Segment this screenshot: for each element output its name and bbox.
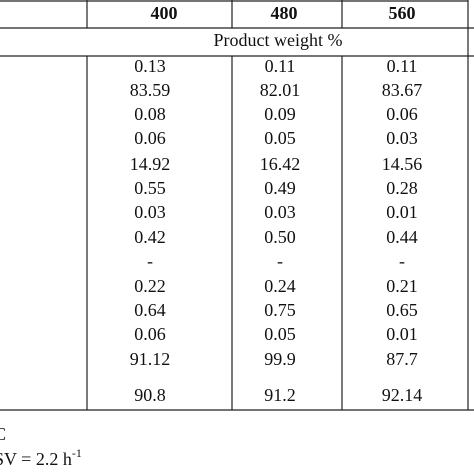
cell: 87.7 <box>386 349 418 369</box>
cell: 0.01 <box>386 202 418 222</box>
subheader: Product weight % <box>214 30 343 50</box>
cell: 0.01 <box>386 324 418 344</box>
cell: 0.05 <box>264 128 296 148</box>
cell: 0.55 <box>134 178 166 198</box>
cell: 0.03 <box>264 202 296 222</box>
cell: 0.06 <box>386 104 418 124</box>
cell: 82.01 <box>260 80 301 100</box>
cell: 14.56 <box>382 154 423 174</box>
footnote-text: C <box>0 424 6 444</box>
cell: 0.09 <box>264 104 296 124</box>
cell: 83.67 <box>382 80 423 100</box>
cell: 14.92 <box>130 154 171 174</box>
cell: - <box>147 251 153 271</box>
cell: 0.24 <box>264 276 296 296</box>
cell: 0.05 <box>264 324 296 344</box>
cell: 90.8 <box>134 385 166 405</box>
cell: 83.59 <box>130 80 171 100</box>
cell: 0.50 <box>264 227 296 247</box>
cell: 0.03 <box>134 202 166 222</box>
cell: 0.64 <box>134 300 166 320</box>
cell: - <box>399 251 405 271</box>
cell: 0.49 <box>264 178 296 198</box>
cell: 0.65 <box>386 300 418 320</box>
column-header: 400 <box>151 3 178 23</box>
cell: 0.06 <box>134 128 166 148</box>
cell: - <box>277 251 283 271</box>
cell: 0.21 <box>386 276 418 296</box>
cell: 0.03 <box>386 128 418 148</box>
footnote-text: SV = 2.2 h <box>0 449 72 469</box>
cell: 92.14 <box>382 385 423 405</box>
cell: 0.11 <box>265 56 296 76</box>
cell: 91.2 <box>264 385 296 405</box>
cell: 16.42 <box>260 154 301 174</box>
cell: 0.42 <box>134 227 166 247</box>
cell: 0.22 <box>134 276 166 296</box>
cell: 0.28 <box>386 178 418 198</box>
cell: 0.44 <box>386 227 418 247</box>
cell: 0.06 <box>134 324 166 344</box>
cell: 0.13 <box>134 56 166 76</box>
cell: 0.75 <box>264 300 296 320</box>
cell: 91.12 <box>130 349 171 369</box>
footnote: SV = 2.2 h-1 <box>0 446 82 469</box>
column-header: 560 <box>389 3 416 23</box>
cell: 99.9 <box>264 349 296 369</box>
column-header: 480 <box>271 3 298 23</box>
cell: 0.11 <box>387 56 418 76</box>
cell: 0.08 <box>134 104 166 124</box>
footnote-sup: -1 <box>72 446 82 460</box>
footnote: C <box>0 424 6 444</box>
